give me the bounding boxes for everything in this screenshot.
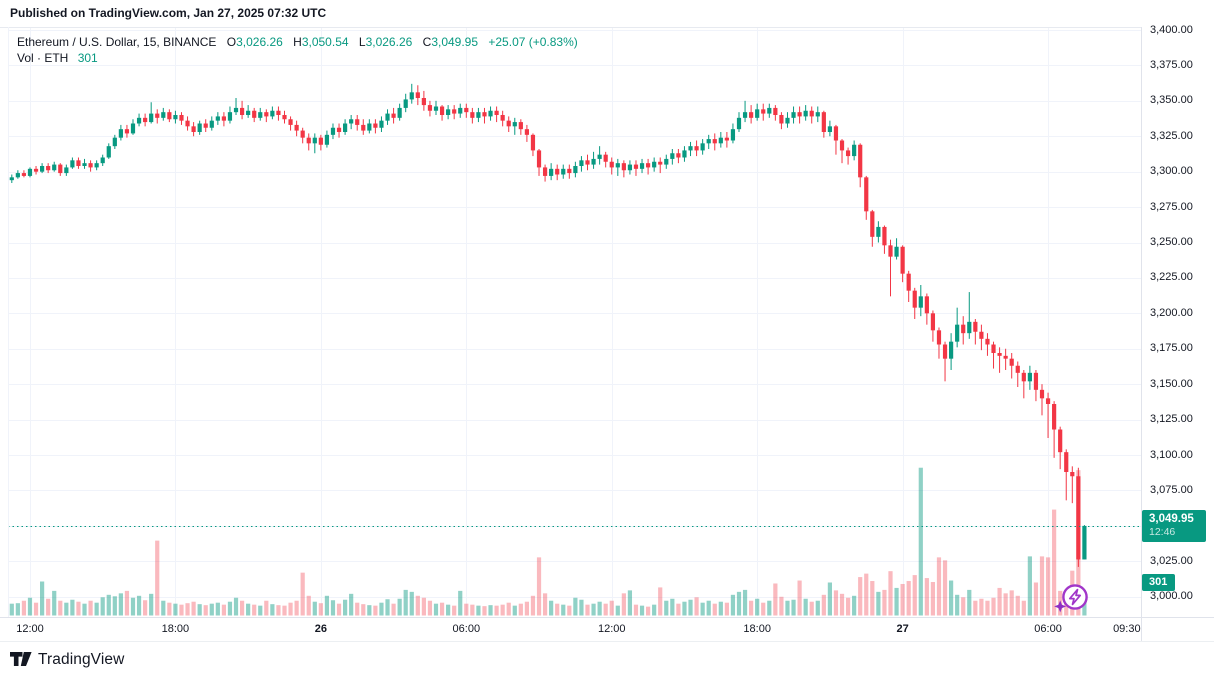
time-axis-label: 06:00 xyxy=(1034,623,1062,635)
volume-label[interactable]: Vol · ETH xyxy=(17,51,69,65)
tradingview-logo-icon[interactable] xyxy=(10,652,32,667)
volume-axis-badge: 301 xyxy=(1142,574,1176,591)
time-axis-label: 26 xyxy=(314,623,327,635)
price-axis-label: 3,150.00 xyxy=(1150,377,1193,390)
footer-bar: TradingView xyxy=(0,641,1214,677)
bar-countdown: 12:46 xyxy=(1149,525,1176,538)
open-value: 3,026.26 xyxy=(236,35,283,49)
price-axis-label: 3,275.00 xyxy=(1150,200,1193,213)
low-letter: L xyxy=(358,35,366,49)
price-axis-label: 3,400.00 xyxy=(1150,23,1193,36)
time-axis-label: 27 xyxy=(896,623,909,635)
time-axis[interactable]: 12:00 18:00 26 06:00 12:00 18:00 27 06:00 09:30 xyxy=(0,617,1141,642)
published-bar: Published on TradingView.com, Jan 27, 20… xyxy=(10,6,327,20)
price-axis-label: 3,200.00 xyxy=(1150,306,1193,319)
legend-symbol-row: Ethereum / U.S. Dollar, 15, BINANCE O3,0… xyxy=(17,34,578,50)
sparkle-star-icon xyxy=(1054,600,1067,613)
price-axis-label: 3,325.00 xyxy=(1150,129,1193,142)
time-axis-label: 09:30 xyxy=(1113,623,1141,635)
price-axis-label: 3,225.00 xyxy=(1150,271,1193,284)
last-price-badge: 3,049.95 12:46 xyxy=(1142,509,1206,542)
time-axis-label: 12:00 xyxy=(16,623,44,635)
high-value: 3,050.54 xyxy=(301,35,349,49)
legend-volume-row: Vol · ETH 301 xyxy=(17,50,578,66)
price-axis-label: 3,300.00 xyxy=(1150,165,1193,178)
change-value: +25.07 (+0.83%) xyxy=(488,35,578,49)
high-letter: H xyxy=(293,35,302,49)
chart-left-border xyxy=(8,27,9,617)
price-axis-label: 3,250.00 xyxy=(1150,236,1193,248)
price-axis-label: 3,375.00 xyxy=(1150,58,1193,71)
boost-lightning-icon[interactable] xyxy=(1053,581,1091,622)
chart-top-border xyxy=(0,27,1214,28)
last-price-value: 3,049.95 xyxy=(1149,512,1194,525)
time-axis-label: 06:00 xyxy=(452,623,481,635)
axis-corner xyxy=(1141,617,1214,642)
price-axis-label: 3,100.00 xyxy=(1150,448,1193,461)
time-axis-label: 18:00 xyxy=(743,623,771,635)
close-value: 3,049.95 xyxy=(431,35,479,49)
price-axis-label: 3,125.00 xyxy=(1150,413,1193,426)
volume-value: 301 xyxy=(77,51,98,65)
price-axis-label: 3,075.00 xyxy=(1150,483,1193,496)
chart-legend[interactable]: Ethereum / U.S. Dollar, 15, BINANCE O3,0… xyxy=(17,34,578,66)
price-axis-label: 3,025.00 xyxy=(1150,554,1193,567)
time-axis-label: 18:00 xyxy=(161,623,190,635)
close-letter: C xyxy=(422,35,432,49)
price-axis-label: 3,000.00 xyxy=(1150,590,1193,603)
open-letter: O xyxy=(226,35,237,49)
footer-brand[interactable]: TradingView xyxy=(38,651,125,668)
time-axis-label: 12:00 xyxy=(597,623,626,635)
symbol-title[interactable]: Ethereum / U.S. Dollar, 15, BINANCE xyxy=(17,35,217,49)
price-axis-label: 3,350.00 xyxy=(1150,94,1193,107)
low-value: 3,026.26 xyxy=(365,35,413,49)
price-axis-label: 3,175.00 xyxy=(1150,342,1193,355)
lightning-bolt-icon xyxy=(1068,588,1082,606)
